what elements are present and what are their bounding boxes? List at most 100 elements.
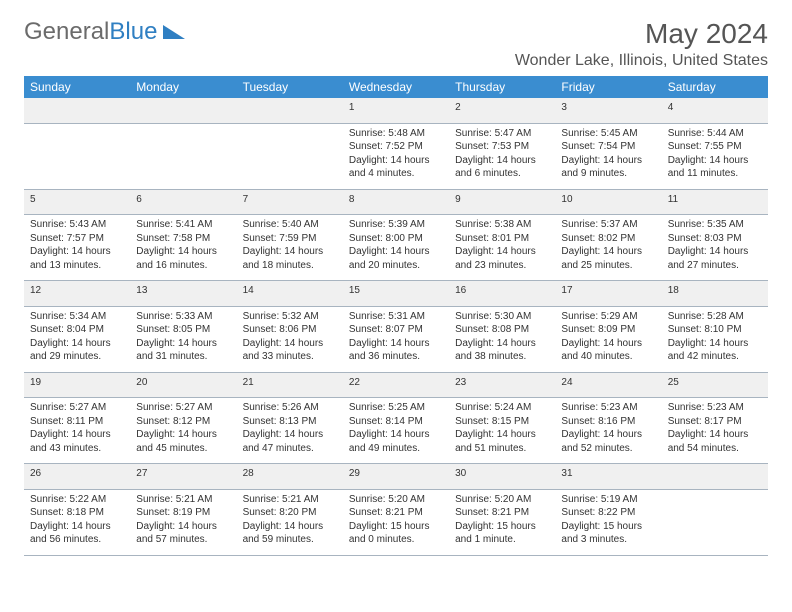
sunrise-line: Sunrise: 5:44 AM — [668, 127, 762, 141]
day-number: 2 — [449, 98, 555, 123]
day-cell: Sunrise: 5:28 AMSunset: 8:10 PMDaylight:… — [662, 306, 768, 372]
day-cell — [662, 489, 768, 555]
day-number-row: 19202122232425 — [24, 372, 768, 398]
sunset-line: Sunset: 8:19 PM — [136, 506, 230, 520]
day-number: 24 — [555, 372, 661, 398]
day-number: 19 — [24, 372, 130, 398]
day-cell: Sunrise: 5:27 AMSunset: 8:11 PMDaylight:… — [24, 398, 130, 464]
day-number: 8 — [343, 189, 449, 215]
daylight-line: Daylight: 14 hours and 6 minutes. — [455, 154, 549, 181]
logo-mark-icon — [163, 25, 185, 39]
sunset-line: Sunset: 8:16 PM — [561, 415, 655, 429]
daylight-line: Daylight: 15 hours and 0 minutes. — [349, 520, 443, 547]
logo: GeneralBlue — [24, 18, 185, 46]
sunset-line: Sunset: 8:17 PM — [668, 415, 762, 429]
daylight-line: Daylight: 14 hours and 57 minutes. — [136, 520, 230, 547]
day-number-row: 262728293031 — [24, 464, 768, 490]
sunset-line: Sunset: 8:00 PM — [349, 232, 443, 246]
day-cell: Sunrise: 5:35 AMSunset: 8:03 PMDaylight:… — [662, 215, 768, 281]
sunrise-line: Sunrise: 5:45 AM — [561, 127, 655, 141]
sunset-line: Sunset: 8:02 PM — [561, 232, 655, 246]
day-cell: Sunrise: 5:45 AMSunset: 7:54 PMDaylight:… — [555, 123, 661, 189]
day-cell: Sunrise: 5:38 AMSunset: 8:01 PMDaylight:… — [449, 215, 555, 281]
day-cell: Sunrise: 5:43 AMSunset: 7:57 PMDaylight:… — [24, 215, 130, 281]
day-number: 15 — [343, 281, 449, 307]
sunset-line: Sunset: 8:21 PM — [349, 506, 443, 520]
day-number: 6 — [130, 189, 236, 215]
daylight-line: Daylight: 14 hours and 20 minutes. — [349, 245, 443, 272]
calendar-table: SundayMondayTuesdayWednesdayThursdayFrid… — [24, 76, 768, 556]
day-header: Monday — [130, 76, 236, 98]
sunrise-line: Sunrise: 5:20 AM — [455, 493, 549, 507]
day-number: 18 — [662, 281, 768, 307]
sunrise-line: Sunrise: 5:20 AM — [349, 493, 443, 507]
day-number-row: 12131415161718 — [24, 281, 768, 307]
location-label: Wonder Lake, Illinois, United States — [515, 52, 768, 70]
day-cell: Sunrise: 5:31 AMSunset: 8:07 PMDaylight:… — [343, 306, 449, 372]
sunset-line: Sunset: 8:14 PM — [349, 415, 443, 429]
daylight-line: Daylight: 14 hours and 29 minutes. — [30, 337, 124, 364]
day-number: 20 — [130, 372, 236, 398]
sunrise-line: Sunrise: 5:37 AM — [561, 218, 655, 232]
daylight-line: Daylight: 14 hours and 51 minutes. — [455, 428, 549, 455]
day-number — [130, 98, 236, 123]
day-cell: Sunrise: 5:29 AMSunset: 8:09 PMDaylight:… — [555, 306, 661, 372]
title-block: May 2024 Wonder Lake, Illinois, United S… — [515, 18, 768, 70]
daylight-line: Daylight: 14 hours and 27 minutes. — [668, 245, 762, 272]
sunset-line: Sunset: 8:11 PM — [30, 415, 124, 429]
day-cell: Sunrise: 5:23 AMSunset: 8:17 PMDaylight:… — [662, 398, 768, 464]
sunset-line: Sunset: 7:54 PM — [561, 140, 655, 154]
day-number: 1 — [343, 98, 449, 123]
sunrise-line: Sunrise: 5:28 AM — [668, 310, 762, 324]
day-cell: Sunrise: 5:30 AMSunset: 8:08 PMDaylight:… — [449, 306, 555, 372]
day-cell: Sunrise: 5:37 AMSunset: 8:02 PMDaylight:… — [555, 215, 661, 281]
day-cell: Sunrise: 5:40 AMSunset: 7:59 PMDaylight:… — [237, 215, 343, 281]
day-number: 13 — [130, 281, 236, 307]
day-cell: Sunrise: 5:20 AMSunset: 8:21 PMDaylight:… — [343, 489, 449, 555]
day-number: 10 — [555, 189, 661, 215]
sunset-line: Sunset: 7:57 PM — [30, 232, 124, 246]
sunrise-line: Sunrise: 5:48 AM — [349, 127, 443, 141]
daylight-line: Daylight: 14 hours and 42 minutes. — [668, 337, 762, 364]
sunrise-line: Sunrise: 5:47 AM — [455, 127, 549, 141]
sunset-line: Sunset: 7:55 PM — [668, 140, 762, 154]
daylight-line: Daylight: 14 hours and 11 minutes. — [668, 154, 762, 181]
sunset-line: Sunset: 8:03 PM — [668, 232, 762, 246]
day-number: 22 — [343, 372, 449, 398]
sunrise-line: Sunrise: 5:40 AM — [243, 218, 337, 232]
day-cell — [24, 123, 130, 189]
daylight-line: Daylight: 14 hours and 31 minutes. — [136, 337, 230, 364]
day-cell: Sunrise: 5:48 AMSunset: 7:52 PMDaylight:… — [343, 123, 449, 189]
day-header: Friday — [555, 76, 661, 98]
day-cell: Sunrise: 5:47 AMSunset: 7:53 PMDaylight:… — [449, 123, 555, 189]
daylight-line: Daylight: 14 hours and 40 minutes. — [561, 337, 655, 364]
daylight-line: Daylight: 15 hours and 3 minutes. — [561, 520, 655, 547]
day-cell: Sunrise: 5:34 AMSunset: 8:04 PMDaylight:… — [24, 306, 130, 372]
day-number: 28 — [237, 464, 343, 490]
sunset-line: Sunset: 7:58 PM — [136, 232, 230, 246]
day-header: Saturday — [662, 76, 768, 98]
day-cell: Sunrise: 5:23 AMSunset: 8:16 PMDaylight:… — [555, 398, 661, 464]
day-cell: Sunrise: 5:32 AMSunset: 8:06 PMDaylight:… — [237, 306, 343, 372]
sunset-line: Sunset: 8:20 PM — [243, 506, 337, 520]
day-content-row: Sunrise: 5:48 AMSunset: 7:52 PMDaylight:… — [24, 123, 768, 189]
day-cell: Sunrise: 5:20 AMSunset: 8:21 PMDaylight:… — [449, 489, 555, 555]
day-content-row: Sunrise: 5:34 AMSunset: 8:04 PMDaylight:… — [24, 306, 768, 372]
day-content-row: Sunrise: 5:22 AMSunset: 8:18 PMDaylight:… — [24, 489, 768, 555]
day-number: 17 — [555, 281, 661, 307]
day-number: 27 — [130, 464, 236, 490]
day-number-row: 567891011 — [24, 189, 768, 215]
daylight-line: Daylight: 14 hours and 36 minutes. — [349, 337, 443, 364]
sunset-line: Sunset: 7:59 PM — [243, 232, 337, 246]
logo-text-2: Blue — [109, 18, 157, 46]
day-number: 14 — [237, 281, 343, 307]
day-cell — [237, 123, 343, 189]
header: GeneralBlue May 2024 Wonder Lake, Illino… — [24, 18, 768, 70]
sunset-line: Sunset: 8:21 PM — [455, 506, 549, 520]
logo-text-1: General — [24, 18, 109, 46]
sunrise-line: Sunrise: 5:38 AM — [455, 218, 549, 232]
sunrise-line: Sunrise: 5:21 AM — [136, 493, 230, 507]
day-cell: Sunrise: 5:26 AMSunset: 8:13 PMDaylight:… — [237, 398, 343, 464]
daylight-line: Daylight: 14 hours and 38 minutes. — [455, 337, 549, 364]
day-number: 29 — [343, 464, 449, 490]
